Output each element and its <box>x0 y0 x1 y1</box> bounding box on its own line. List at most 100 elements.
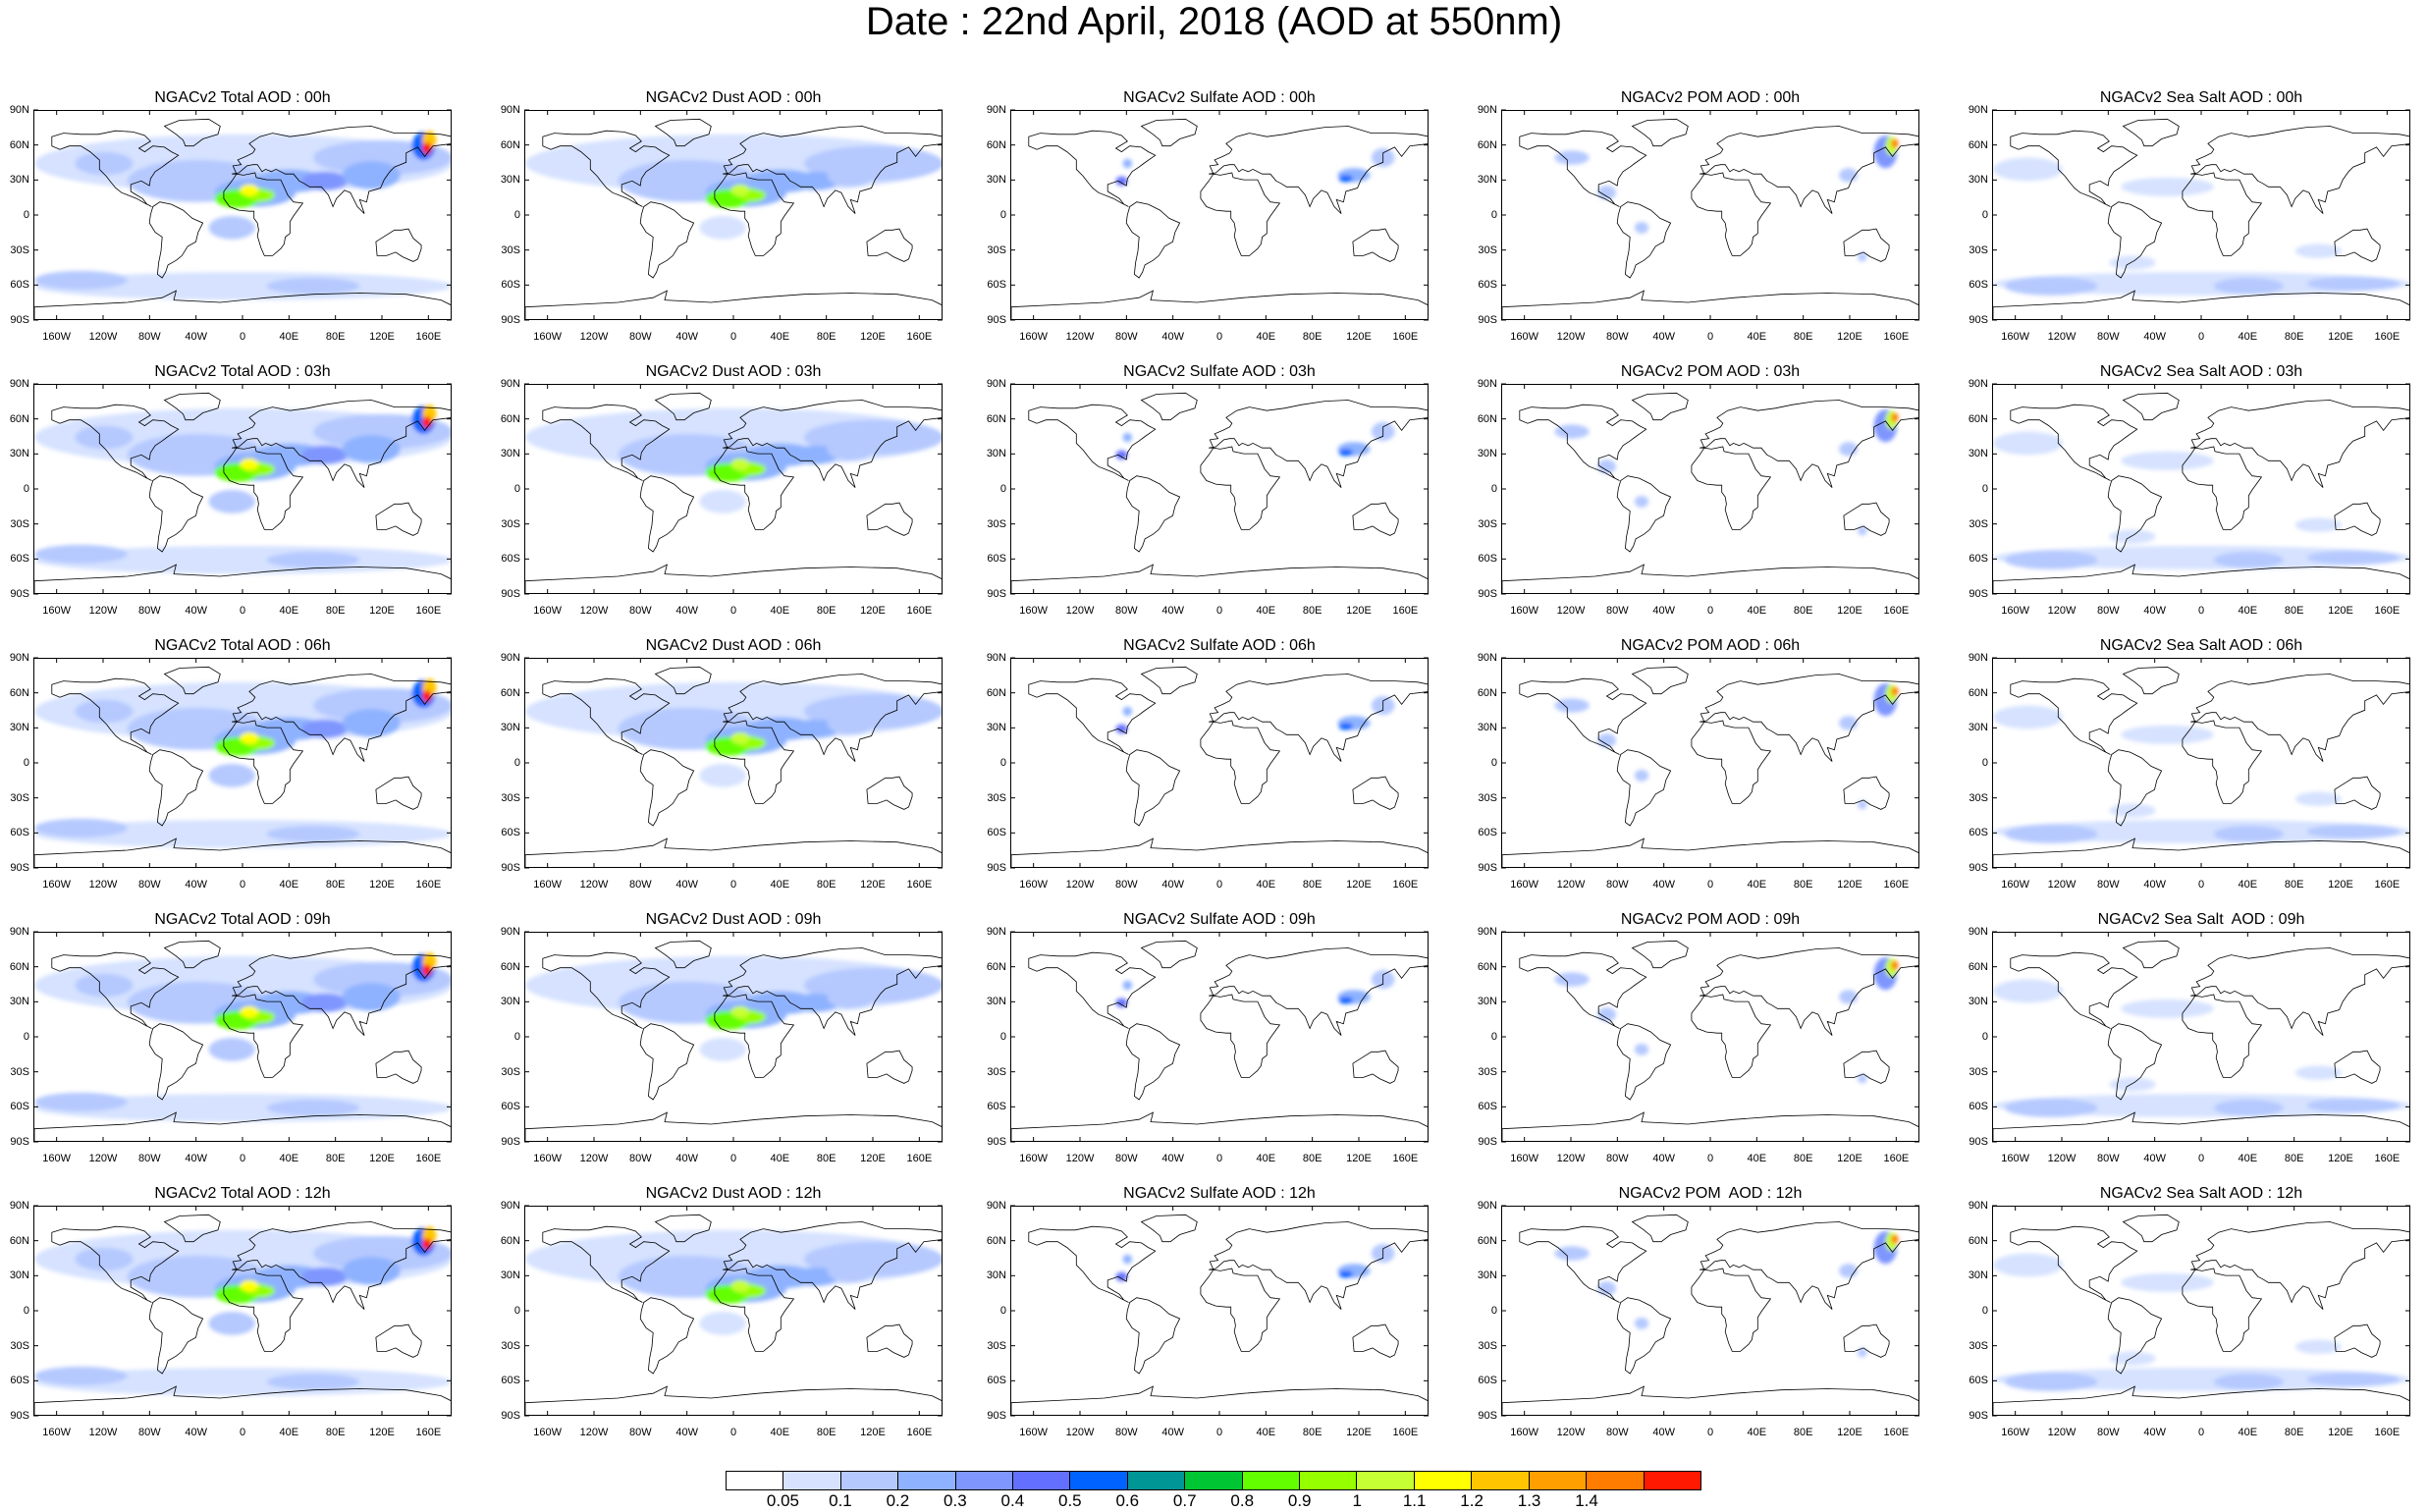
lon-tick-label: 80E <box>816 1153 836 1164</box>
lat-tick-label: 60S <box>10 279 29 292</box>
lon-tick-label: 40E <box>1747 1427 1767 1438</box>
lat-tick-label: 30N <box>1968 1269 1988 1282</box>
lon-tick-label: 40E <box>2238 605 2258 617</box>
coastline <box>1209 400 1428 488</box>
coastline <box>1352 1323 1399 1358</box>
aod-patch <box>75 973 134 998</box>
lat-tick-label: 90S <box>1969 1410 1988 1422</box>
lon-tick-label: 160W <box>1510 605 1539 617</box>
lon-tick-label: 80W <box>2097 1153 2120 1164</box>
lon-tick-label: 80W <box>1606 879 1629 891</box>
coastline <box>1209 947 1428 1036</box>
map-frame <box>524 384 943 594</box>
colorbar-swatch <box>1185 1472 1243 1489</box>
lat-tick-label: 90S <box>1969 1136 1988 1148</box>
coastline <box>525 290 942 319</box>
lat-tick-label: 0 <box>1981 1031 1988 1043</box>
lat-tick-label: 90N <box>500 652 520 664</box>
coastline <box>525 564 942 593</box>
aod-field-layer <box>1554 682 1899 810</box>
aod-patch <box>1858 251 1867 262</box>
lon-tick-label: 0 <box>1215 1427 1223 1438</box>
aod-patch <box>1634 1317 1649 1329</box>
lon-tick-label: 40W <box>1652 1427 1675 1438</box>
aod-field-layer <box>525 681 942 787</box>
coastline <box>2122 940 2180 969</box>
lat-tick-label: 30N <box>986 722 1006 734</box>
aod-map <box>525 666 942 867</box>
map-frame <box>1992 110 2410 320</box>
lon-tick-label: 160W <box>1510 1153 1539 1164</box>
coastline <box>1519 1225 1647 1303</box>
coastline-layer <box>1502 940 1918 1141</box>
aod-map <box>1993 118 2409 319</box>
lon-tick-label: 0 <box>1706 879 1714 891</box>
lat-tick-label: 30S <box>987 517 1006 530</box>
coastline <box>654 392 712 421</box>
map-panel-dust: NGACv2 Dust AOD : 06h 90N 60N 30N 0 30S 60S 90S… <box>491 636 962 901</box>
colorbar-swatch <box>1300 1472 1358 1489</box>
axis-ticks <box>1992 383 2410 595</box>
aod-patch <box>2294 1339 2342 1354</box>
coastline <box>148 1297 204 1375</box>
aod-patch <box>1858 1347 1867 1358</box>
lat-tick-label: 90N <box>500 378 520 390</box>
lat-tick-label: 30S <box>10 243 29 256</box>
coastline <box>723 1221 942 1310</box>
map-panel-sulfate: NGACv2 Sulfate AOD : 09h 90N 60N 30N 0 30S 60S… <box>977 910 1448 1175</box>
coastline <box>1140 1214 1198 1243</box>
lon-tick-label: 0 <box>1215 605 1223 617</box>
lon-tick-label: 80E <box>1302 879 1322 891</box>
lon-tick-label: 80W <box>1606 331 1629 343</box>
lon-tick-label: 160E <box>1883 1427 1910 1438</box>
lon-tick-label: 120W <box>579 605 609 617</box>
coastline <box>2122 392 2180 421</box>
axis-ticks <box>33 383 452 595</box>
lon-tick-label: 40W <box>1161 879 1184 891</box>
lon-tick-label: 40W <box>2143 1427 2166 1438</box>
map-frame <box>1992 932 2410 1142</box>
aod-patch <box>422 1238 432 1250</box>
coastline <box>1502 837 1918 867</box>
lat-tick-label: 30S <box>1478 517 1497 530</box>
lon-tick-label: 160E <box>2374 331 2401 343</box>
coastline <box>375 502 422 536</box>
lon-tick-label: 40E <box>1256 879 1276 891</box>
aod-patch <box>422 416 432 428</box>
coastline <box>2182 172 2263 256</box>
lat-tick-label: 0 <box>1490 209 1497 221</box>
coastline-layer <box>34 118 451 319</box>
lat-tick-label: 0 <box>23 209 29 221</box>
lat-tick-label: 60N <box>1477 1234 1497 1247</box>
lat-tick-label: 30S <box>10 517 29 530</box>
coastline <box>148 749 204 827</box>
lon-tick-label: 120W <box>1556 331 1586 343</box>
lat-tick-label: 0 <box>513 757 520 769</box>
lon-tick-label: 160W <box>533 1427 563 1438</box>
lat-tick-label: 60S <box>987 1375 1006 1387</box>
lon-tick-label: 160E <box>415 331 442 343</box>
coastline <box>525 837 942 867</box>
lat-tick-label: 30N <box>1968 448 1988 460</box>
lat-tick-label: 90S <box>1969 862 1988 874</box>
coastline <box>148 201 204 279</box>
lon-tick-label: 160E <box>415 1153 442 1164</box>
aod-patch <box>792 171 839 190</box>
lon-tick-label: 0 <box>2197 879 2205 891</box>
lon-tick-label: 160W <box>2001 331 2030 343</box>
map-panel-total: NGACv2 Total AOD : 00h 90N 60N 30N 0 30S 60S 90… <box>0 88 471 353</box>
lon-tick-label: 160E <box>1392 1427 1419 1438</box>
lat-tick-label: 90S <box>10 1136 29 1148</box>
aod-patch <box>827 437 874 461</box>
lon-tick-label: 160E <box>1392 605 1419 617</box>
lat-tick-label: 0 <box>999 209 1006 221</box>
aod-patch <box>301 1267 349 1286</box>
aod-patch <box>699 1312 746 1335</box>
aod-patch <box>1122 432 1133 443</box>
lon-tick-label: 40W <box>1161 605 1184 617</box>
lat-tick-label: 30S <box>987 243 1006 256</box>
lat-tick-label: 90S <box>10 1410 29 1422</box>
coastline <box>2182 720 2263 804</box>
aod-patch <box>34 270 128 290</box>
colorbar-swatch <box>1414 1472 1473 1489</box>
